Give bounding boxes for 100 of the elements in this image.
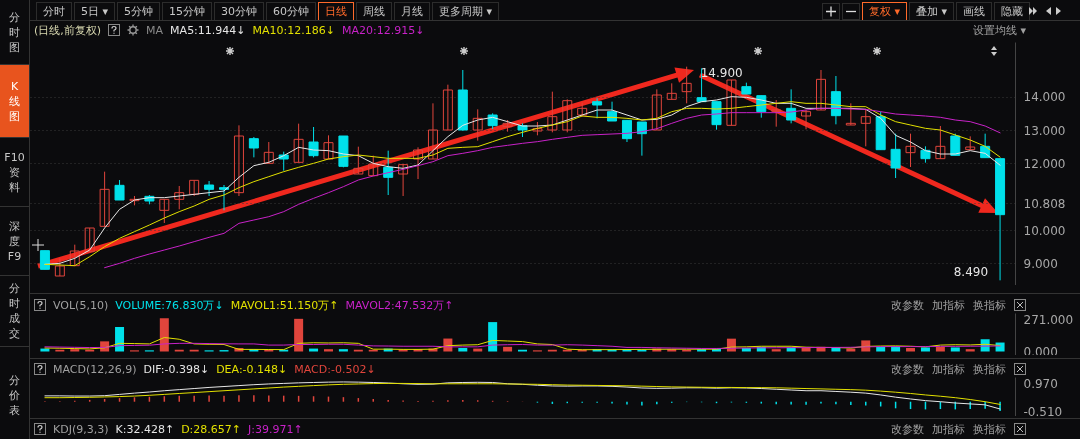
y-tick-label: 14.000 <box>1023 90 1066 105</box>
bar <box>159 318 169 352</box>
candlestick <box>368 155 379 177</box>
bar <box>503 346 513 352</box>
candlestick <box>890 133 901 179</box>
text: J:39.971↑ <box>248 422 303 436</box>
legend-title: MA <box>146 23 164 37</box>
text: F10资料 <box>4 149 25 195</box>
candlestick <box>84 227 95 253</box>
candlestick <box>562 98 573 133</box>
text: 分时 <box>36 1 72 21</box>
bar <box>965 349 975 352</box>
series-label: MACD:-0.502↓ <box>294 362 376 376</box>
text: K线图 <box>9 78 20 124</box>
candlestick <box>547 91 558 133</box>
candlestick <box>204 180 215 197</box>
bar <box>935 346 945 352</box>
candlestick <box>99 171 110 227</box>
chart-title: VOL(5,10) <box>53 298 109 312</box>
chart-subtitle: (日线,前复权) <box>34 22 102 38</box>
text: D:28.657↑ <box>181 422 242 436</box>
text: MAVOL2:47.532万↑ <box>345 297 454 313</box>
text: 周线 <box>356 1 393 21</box>
bar <box>920 347 930 352</box>
text: 隐藏 <box>994 1 1031 21</box>
text: 15分钟 <box>162 1 213 21</box>
line-series <box>44 381 1001 410</box>
candlestick <box>681 66 692 104</box>
text: 改参数 <box>891 421 924 437</box>
text: 换指标 <box>973 297 1006 313</box>
candlestick <box>159 198 170 224</box>
text: K:32.428↑ <box>115 422 175 436</box>
text: 分时图 <box>9 9 20 55</box>
text: 换指标 <box>973 361 1006 377</box>
candlestick <box>233 124 244 197</box>
chart-title: MACD(12,26,9) <box>53 362 137 376</box>
series-label: VOLUME:76.830万↓ <box>115 297 224 313</box>
candlestick <box>786 88 797 124</box>
candlestick <box>174 185 185 210</box>
y-tick-label: 12.000 <box>1023 156 1066 171</box>
candlestick <box>219 184 230 211</box>
bar <box>488 322 498 352</box>
bar <box>115 327 125 352</box>
y-tick-label: 9.000 <box>1023 256 1058 271</box>
candlestick <box>293 123 304 163</box>
text: KDJ(9,3,3) <box>53 422 109 436</box>
bar <box>70 349 80 352</box>
text: 改参数 <box>891 297 924 313</box>
text: 叠加 ▾ <box>909 1 955 21</box>
bar <box>950 347 960 352</box>
series-label: DIF:-0.398↓ <box>143 362 210 376</box>
candlestick <box>830 75 841 125</box>
bar <box>801 348 811 352</box>
text: MA20:12.915↓ <box>341 23 425 37</box>
bar <box>771 349 781 352</box>
bar <box>338 349 348 352</box>
candlestick <box>427 102 438 160</box>
candlestick <box>69 244 80 267</box>
candlestick <box>263 141 274 164</box>
text: 加指标 <box>932 361 965 377</box>
text: 5日 ▾ <box>74 1 116 21</box>
text: 画线 <box>956 1 993 21</box>
line-series <box>44 382 1001 405</box>
text: MA5:11.944↓ <box>170 23 246 37</box>
bar <box>876 346 886 352</box>
bar <box>323 349 333 352</box>
text: 加指标 <box>932 421 965 437</box>
series-label: DEA:-0.148↓ <box>216 362 288 376</box>
bar <box>294 318 304 352</box>
candlestick <box>413 146 424 180</box>
y-tick-label: 10.000 <box>1023 223 1066 238</box>
text: 复权 ▾ <box>862 1 908 21</box>
text: 加指标 <box>932 297 965 313</box>
candlestick <box>398 163 409 197</box>
bar <box>473 348 483 352</box>
candlestick <box>323 134 334 160</box>
text: 5分钟 <box>117 1 161 21</box>
text: 分价表 <box>9 373 20 418</box>
candlestick <box>771 99 782 128</box>
candlestick <box>114 179 125 201</box>
text: 更多周期 ▾ <box>432 1 500 21</box>
annotation: 8.490 <box>953 265 989 280</box>
y-tick-label: 271.000 <box>1023 313 1074 328</box>
candlestick <box>248 136 259 158</box>
candlestick <box>472 108 483 142</box>
text: 深度F9 <box>7 218 22 264</box>
candlestick <box>860 108 871 147</box>
candlestick <box>636 121 647 157</box>
candlestick <box>353 146 364 175</box>
candlestick <box>845 102 856 126</box>
text: MA10:12.186↓ <box>252 23 335 37</box>
bar <box>309 348 319 352</box>
text: 日线 <box>318 1 355 21</box>
annotation: 14.900 <box>700 65 743 80</box>
y-tick-label: 13.000 <box>1023 123 1066 138</box>
bar <box>846 348 856 352</box>
candlestick <box>607 101 618 122</box>
text: 设置均线 ▾ <box>972 22 1026 38</box>
bar <box>906 348 916 352</box>
candlestick <box>935 125 946 160</box>
